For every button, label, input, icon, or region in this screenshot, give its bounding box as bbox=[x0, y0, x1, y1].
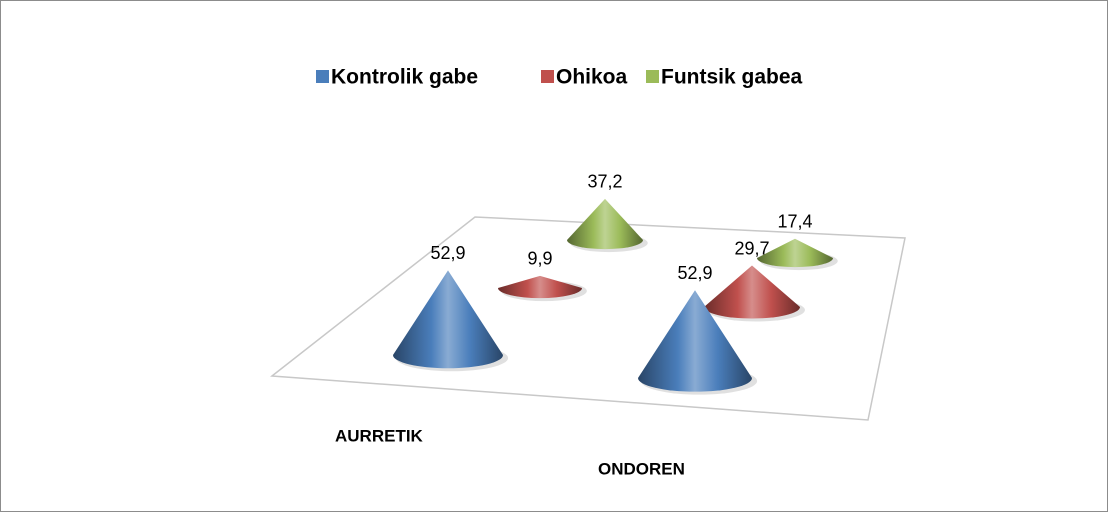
legend-swatch bbox=[541, 70, 554, 83]
cone bbox=[393, 270, 503, 369]
data-label: 17,4 bbox=[777, 212, 812, 232]
category-label: ONDOREN bbox=[598, 459, 685, 478]
cone bbox=[638, 290, 752, 392]
legend-label: Kontrolik gabe bbox=[331, 66, 478, 89]
data-label: 29,7 bbox=[734, 238, 769, 258]
data-label: 52,9 bbox=[677, 263, 712, 283]
cone bbox=[704, 265, 800, 319]
cone bbox=[498, 275, 582, 299]
legend: Kontrolik gabe Ohikoa Funtsik gabea bbox=[316, 66, 803, 89]
legend-swatch bbox=[646, 70, 659, 83]
category-label: AURRETIK bbox=[335, 426, 424, 445]
data-label: 9,9 bbox=[527, 249, 552, 269]
floor bbox=[270, 216, 906, 421]
cone bbox=[757, 238, 833, 268]
data-label: 37,2 bbox=[587, 172, 622, 192]
legend-label: Ohikoa bbox=[556, 66, 628, 89]
data-label: 52,9 bbox=[430, 243, 465, 263]
legend-label: Funtsik gabea bbox=[661, 66, 803, 89]
legend-swatch bbox=[316, 70, 329, 83]
cone bbox=[567, 198, 643, 250]
